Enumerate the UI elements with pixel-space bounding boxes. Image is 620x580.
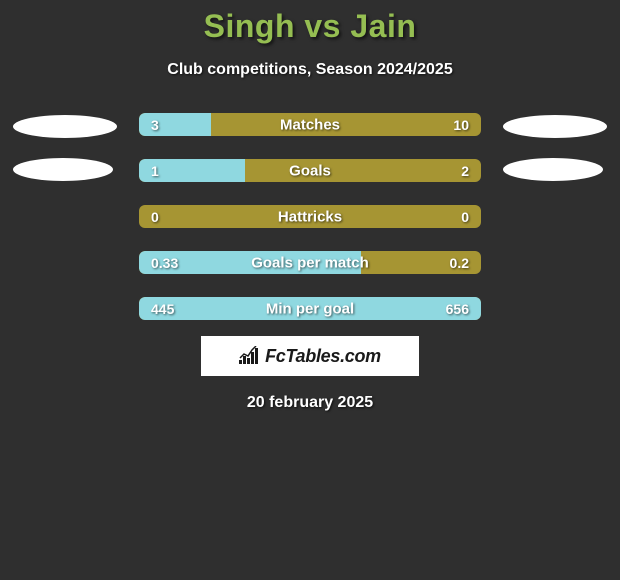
player-right-avatar-1 <box>503 115 607 138</box>
stat-bar-goals: 1 Goals 2 <box>139 159 481 182</box>
player-left-avatar-2 <box>13 158 113 181</box>
stat-left-value: 0.33 <box>151 255 178 271</box>
stat-left-value: 0 <box>151 209 159 225</box>
logo-box[interactable]: FcTables.com <box>201 336 419 376</box>
right-avatar-column <box>503 113 607 181</box>
stat-bar-gpm: 0.33 Goals per match 0.2 <box>139 251 481 274</box>
page-title: Singh vs Jain <box>0 8 620 45</box>
main-container: Singh vs Jain Club competitions, Season … <box>0 0 620 412</box>
player-left-avatar-1 <box>13 115 117 138</box>
logo-text: FcTables.com <box>265 346 381 367</box>
stat-label: Min per goal <box>266 300 354 317</box>
stat-left-value: 445 <box>151 301 174 317</box>
stat-right-value: 0.2 <box>450 255 469 271</box>
stats-area: 3 Matches 10 1 Goals 2 0 Hattricks 0 0.3… <box>0 113 620 320</box>
stat-bar-matches: 3 Matches 10 <box>139 113 481 136</box>
subtitle: Club competitions, Season 2024/2025 <box>0 61 620 79</box>
stat-left-value: 3 <box>151 117 159 133</box>
stat-label: Matches <box>280 116 340 133</box>
stat-bar-mpg: 445 Min per goal 656 <box>139 297 481 320</box>
stat-right-value: 656 <box>446 301 469 317</box>
stat-left-value: 1 <box>151 163 159 179</box>
stat-bars-column: 3 Matches 10 1 Goals 2 0 Hattricks 0 0.3… <box>139 113 481 320</box>
stat-right-value: 10 <box>453 117 469 133</box>
stat-label: Hattricks <box>278 208 342 225</box>
stat-bar-hattricks: 0 Hattricks 0 <box>139 205 481 228</box>
footer-date: 20 february 2025 <box>0 394 620 412</box>
left-avatar-column <box>13 113 117 181</box>
stat-right-value: 0 <box>461 209 469 225</box>
player-right-avatar-2 <box>503 158 603 181</box>
stat-label: Goals <box>289 162 331 179</box>
stat-label: Goals per match <box>251 254 369 271</box>
stat-bar-fill <box>139 113 211 136</box>
bar-chart-icon <box>239 346 261 366</box>
stat-right-value: 2 <box>461 163 469 179</box>
